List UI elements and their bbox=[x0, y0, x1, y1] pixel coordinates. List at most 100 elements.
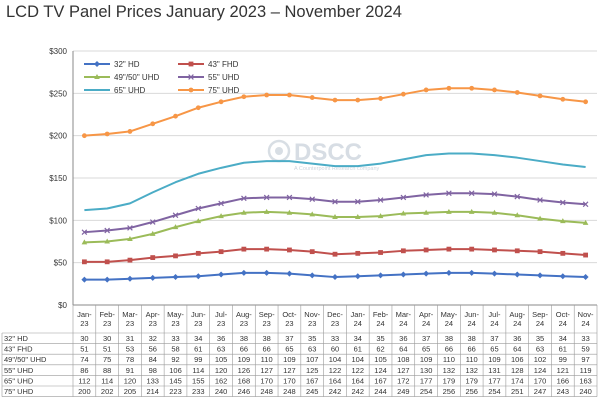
table-cell: 122 bbox=[329, 366, 342, 375]
table-cell: 106 bbox=[511, 355, 524, 364]
data-point bbox=[445, 269, 452, 276]
table-cell: 35 bbox=[308, 334, 316, 343]
table-cell: 108 bbox=[397, 355, 410, 364]
dscc-logo-icon bbox=[267, 139, 291, 163]
data-point bbox=[149, 230, 156, 236]
data-point bbox=[287, 247, 292, 253]
table-cell: 59 bbox=[581, 345, 589, 354]
table-cell: 126 bbox=[238, 366, 251, 375]
legend-item: 75" UHD bbox=[178, 86, 240, 95]
x-tick-label: Sep-23 bbox=[259, 310, 275, 328]
table-cell: 98 bbox=[149, 366, 157, 375]
table-cell: 172 bbox=[397, 376, 410, 385]
data-point bbox=[468, 208, 475, 214]
series-group bbox=[84, 152, 586, 212]
table-cell: 66 bbox=[240, 345, 248, 354]
table-cell: 249 bbox=[397, 387, 410, 396]
table-cell: 164 bbox=[329, 376, 342, 385]
data-point bbox=[491, 270, 498, 277]
data-point bbox=[582, 201, 589, 208]
table-cell: 130 bbox=[420, 366, 433, 375]
table-cell: 247 bbox=[534, 387, 547, 396]
data-point bbox=[218, 213, 224, 219]
table-cell: 34 bbox=[194, 334, 202, 343]
table-cell: 64 bbox=[513, 345, 521, 354]
table-cell: 38 bbox=[468, 334, 476, 343]
table-cell: 34 bbox=[354, 334, 362, 343]
data-point bbox=[172, 274, 179, 281]
table-cell: 65 bbox=[285, 345, 293, 354]
x-tick-label: May-23 bbox=[167, 310, 184, 328]
data-point bbox=[173, 113, 178, 119]
data-point bbox=[309, 211, 316, 217]
table-cell: 223 bbox=[169, 387, 182, 396]
data-point bbox=[469, 85, 475, 91]
data-point bbox=[81, 229, 88, 236]
data-point bbox=[195, 273, 202, 280]
data-point bbox=[377, 197, 384, 203]
x-tick-label: Nov-23 bbox=[304, 310, 320, 328]
data-point bbox=[582, 274, 589, 281]
table-cell: 33 bbox=[331, 334, 339, 343]
data-point bbox=[468, 190, 475, 197]
table-cell: 66 bbox=[262, 345, 270, 354]
data-point bbox=[195, 105, 201, 111]
x-tick-label: Sep-24 bbox=[532, 310, 548, 328]
table-row: 55" UHD 86 88 91 98 106 114 120 126 127 127 125 122 1… bbox=[4, 366, 592, 375]
table-cell: 109 bbox=[283, 355, 296, 364]
data-point bbox=[149, 219, 156, 225]
data-point bbox=[127, 225, 133, 231]
table-cell: 104 bbox=[329, 355, 342, 364]
data-point bbox=[560, 218, 566, 224]
table-cell: 65 bbox=[422, 345, 430, 354]
table-cell: 233 bbox=[192, 387, 205, 396]
data-point bbox=[81, 259, 87, 265]
data-point bbox=[377, 272, 384, 279]
data-point bbox=[559, 273, 566, 280]
legend-item: 65" UHD bbox=[84, 86, 146, 95]
table-cell: 106 bbox=[169, 366, 182, 375]
data-point bbox=[264, 246, 270, 252]
data-point bbox=[355, 250, 361, 256]
data-point bbox=[172, 212, 179, 219]
table-cell: 240 bbox=[215, 387, 228, 396]
table-cell: 86 bbox=[80, 366, 88, 375]
table-cell: 58 bbox=[171, 345, 179, 354]
data-point bbox=[514, 248, 520, 254]
data-point bbox=[241, 209, 247, 215]
data-point bbox=[188, 74, 194, 80]
data-point bbox=[355, 97, 361, 103]
x-tick-label: Oct-24 bbox=[556, 310, 571, 328]
data-point bbox=[104, 259, 110, 265]
table-row: 75" UHD 200 202 205 214 223 233 240 246 248 248 245… bbox=[4, 387, 592, 396]
data-point bbox=[400, 91, 406, 97]
table-cell: 31 bbox=[126, 334, 134, 343]
data-point bbox=[446, 246, 452, 252]
x-tick-label: Feb-23 bbox=[99, 310, 115, 328]
data-point bbox=[195, 250, 201, 256]
data-point bbox=[491, 209, 498, 215]
data-point bbox=[537, 215, 543, 221]
table-cell: 248 bbox=[283, 387, 296, 396]
legend-label: 55" UHD bbox=[208, 73, 240, 82]
table-cell: 179 bbox=[465, 376, 478, 385]
table-cell: 36 bbox=[399, 334, 407, 343]
table-cell: 99 bbox=[194, 355, 202, 364]
legend-label: 49"/50" UHD bbox=[114, 73, 159, 82]
table-cell: 202 bbox=[101, 387, 114, 396]
data-point bbox=[104, 276, 111, 283]
data-point bbox=[423, 270, 430, 277]
data-point bbox=[400, 271, 407, 278]
legend-label: 65" UHD bbox=[114, 86, 146, 95]
data-point bbox=[309, 196, 316, 202]
data-point bbox=[263, 269, 270, 276]
table-cell: 97 bbox=[581, 355, 589, 364]
table-cell: 102 bbox=[534, 355, 547, 364]
watermark-text: DSCC bbox=[294, 139, 362, 166]
x-tick-label: Aug-24 bbox=[509, 310, 525, 328]
data-point bbox=[240, 269, 247, 276]
data-point bbox=[560, 96, 566, 102]
data-point bbox=[332, 213, 338, 219]
data-point bbox=[309, 249, 315, 255]
legend-item: 43" FHD bbox=[178, 60, 239, 69]
